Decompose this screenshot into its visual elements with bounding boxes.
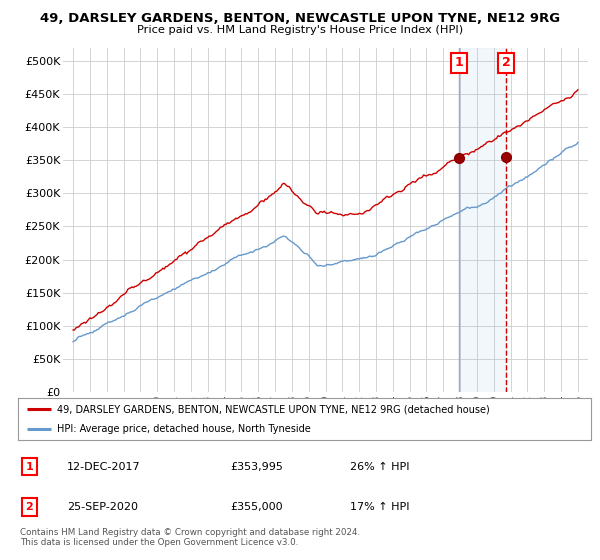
Text: £353,995: £353,995 — [230, 462, 283, 472]
Text: 26% ↑ HPI: 26% ↑ HPI — [350, 462, 410, 472]
Text: 1: 1 — [454, 56, 463, 69]
Text: £355,000: £355,000 — [230, 502, 283, 512]
Text: Price paid vs. HM Land Registry's House Price Index (HPI): Price paid vs. HM Land Registry's House … — [137, 25, 463, 35]
Text: HPI: Average price, detached house, North Tyneside: HPI: Average price, detached house, Nort… — [57, 424, 311, 434]
Text: 25-SEP-2020: 25-SEP-2020 — [67, 502, 138, 512]
Bar — [459, 48, 506, 392]
Text: 17% ↑ HPI: 17% ↑ HPI — [350, 502, 410, 512]
Text: 1: 1 — [26, 462, 34, 472]
Text: 49, DARSLEY GARDENS, BENTON, NEWCASTLE UPON TYNE, NE12 9RG: 49, DARSLEY GARDENS, BENTON, NEWCASTLE U… — [40, 12, 560, 25]
Text: Contains HM Land Registry data © Crown copyright and database right 2024.
This d: Contains HM Land Registry data © Crown c… — [20, 528, 360, 547]
Text: 2: 2 — [502, 56, 510, 69]
Text: 12-DEC-2017: 12-DEC-2017 — [67, 462, 140, 472]
Text: 49, DARSLEY GARDENS, BENTON, NEWCASTLE UPON TYNE, NE12 9RG (detached house): 49, DARSLEY GARDENS, BENTON, NEWCASTLE U… — [57, 404, 490, 414]
Text: 2: 2 — [26, 502, 34, 512]
